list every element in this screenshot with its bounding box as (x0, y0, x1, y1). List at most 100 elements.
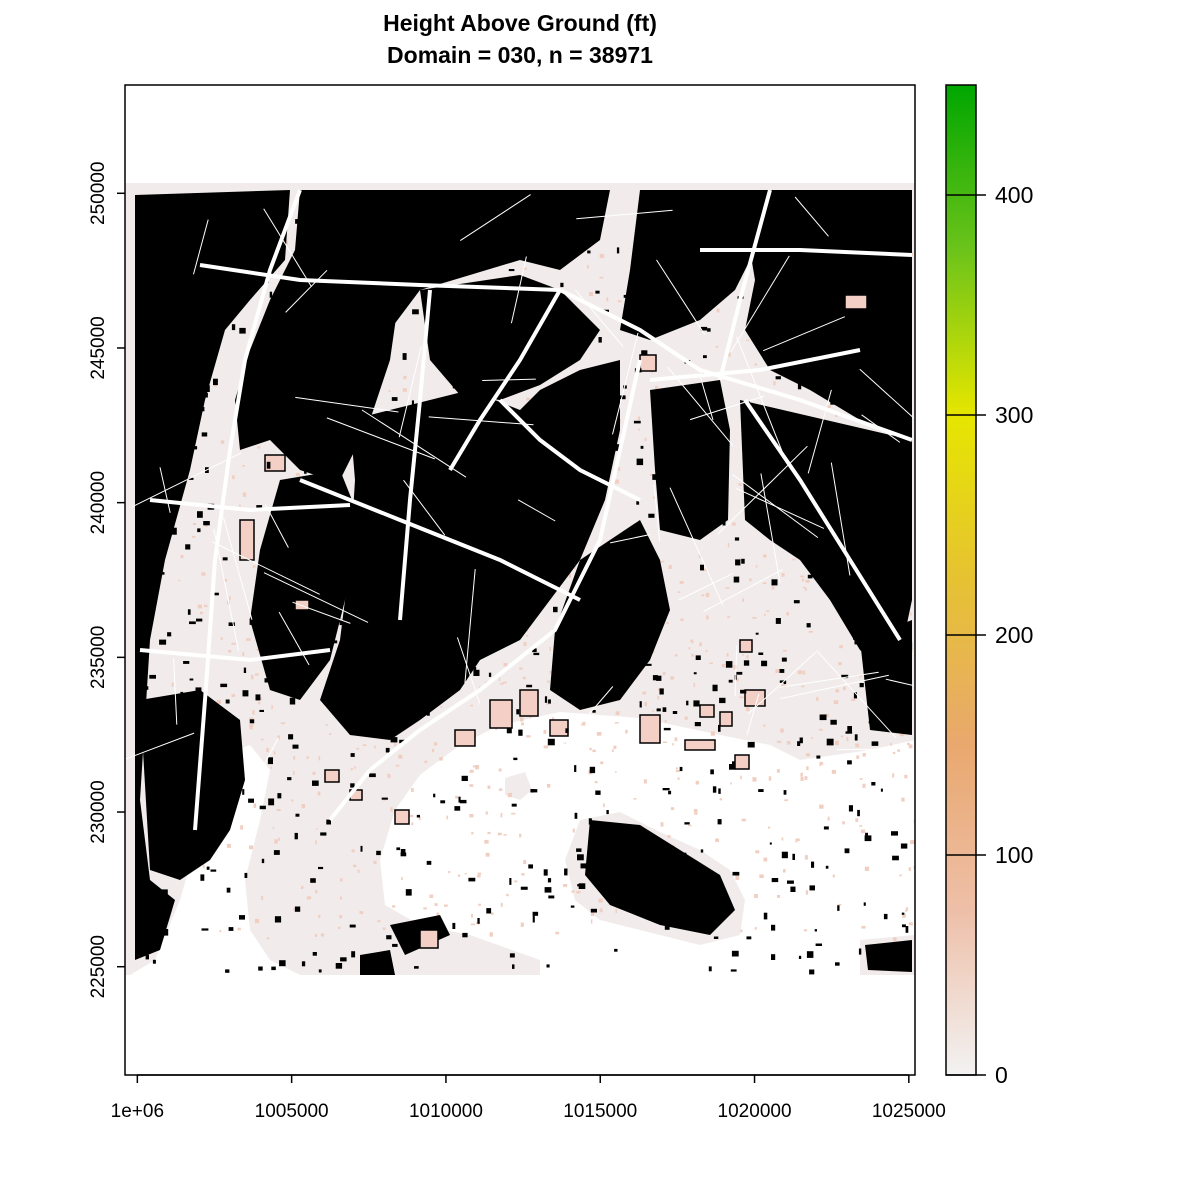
building (427, 240, 431, 245)
minor-street (816, 650, 897, 739)
low-structure (803, 929, 808, 932)
building (879, 299, 887, 303)
building (871, 741, 879, 746)
low-structure (596, 732, 602, 736)
building (512, 964, 515, 969)
low-structure (314, 934, 317, 937)
building (594, 505, 601, 511)
low-structure (746, 655, 749, 659)
building (244, 872, 248, 878)
building (792, 853, 795, 860)
low-structure (306, 896, 312, 900)
low-structure (643, 779, 647, 784)
outlined-building (519, 689, 539, 717)
building (577, 854, 584, 861)
low-structure (786, 612, 789, 616)
building (606, 400, 612, 406)
low-structure (923, 248, 925, 251)
building (486, 908, 492, 914)
building (899, 622, 903, 626)
building (320, 528, 327, 534)
building (213, 592, 219, 596)
outlined-building (324, 769, 340, 783)
building (332, 240, 340, 245)
low-structure (999, 660, 1003, 662)
building (471, 416, 475, 422)
building (386, 935, 392, 940)
low-structure (487, 785, 491, 789)
low-structure (726, 653, 729, 657)
minor-street (859, 368, 915, 420)
building (544, 887, 552, 893)
building (264, 678, 271, 683)
building (318, 969, 322, 973)
low-structure (586, 265, 589, 269)
low-structure (1034, 617, 1038, 620)
building (771, 954, 776, 960)
building (636, 501, 640, 505)
low-structure (276, 809, 281, 812)
building (594, 692, 600, 697)
building (360, 227, 366, 231)
building (708, 966, 712, 972)
building (662, 214, 670, 220)
low-structure (312, 771, 316, 775)
building (416, 814, 420, 818)
low-structure (242, 492, 247, 497)
building (159, 400, 166, 403)
building (430, 260, 438, 268)
minor-street (464, 569, 476, 684)
low-structure (392, 905, 396, 908)
building (746, 936, 752, 940)
outlined-building (394, 809, 410, 825)
low-structure (666, 622, 669, 624)
outlined-building (744, 689, 766, 707)
building (758, 460, 761, 463)
building (905, 926, 909, 933)
minor-street (398, 346, 422, 438)
low-structure (500, 813, 503, 818)
low-structure (470, 704, 473, 707)
building (345, 372, 353, 377)
building (363, 722, 368, 729)
building (520, 886, 528, 890)
building (684, 822, 690, 825)
low-structure (226, 843, 231, 848)
building (295, 219, 299, 224)
building (735, 559, 741, 566)
building (429, 503, 434, 508)
building (548, 895, 555, 899)
building (547, 738, 555, 746)
low-structure (589, 291, 593, 296)
x-tick-label: 1005000 (255, 1101, 329, 1122)
low-structure (742, 598, 744, 602)
low-structure (802, 670, 806, 675)
low-structure (202, 864, 205, 869)
building (700, 849, 704, 853)
low-structure (261, 896, 264, 900)
low-structure (390, 807, 393, 812)
low-structure (752, 777, 757, 782)
building (206, 866, 210, 870)
building (141, 726, 146, 732)
building (598, 337, 602, 343)
building (739, 253, 745, 261)
low-structure (800, 772, 803, 777)
building (889, 227, 893, 232)
low-structure (859, 675, 862, 678)
building (595, 290, 600, 294)
street (498, 398, 641, 502)
low-structure (736, 678, 739, 682)
building (310, 878, 316, 883)
outlined-building (294, 599, 310, 611)
building (302, 268, 308, 275)
building (656, 708, 661, 712)
building (789, 229, 797, 236)
building (488, 672, 492, 677)
building (892, 855, 899, 861)
low-structure (835, 413, 838, 417)
building (498, 595, 503, 600)
building (225, 699, 230, 704)
low-structure (933, 215, 938, 217)
